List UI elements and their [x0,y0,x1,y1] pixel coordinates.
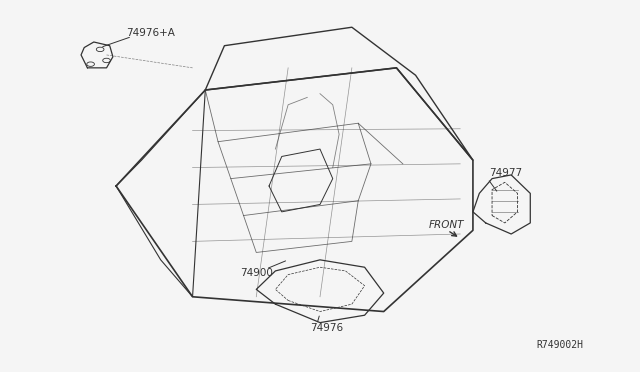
Text: 74900: 74900 [241,268,273,278]
Text: 74977: 74977 [489,168,522,178]
Text: 74976+A: 74976+A [125,28,175,38]
Text: FRONT: FRONT [428,220,464,230]
Text: R749002H: R749002H [537,340,584,350]
Text: 74976: 74976 [310,323,344,333]
